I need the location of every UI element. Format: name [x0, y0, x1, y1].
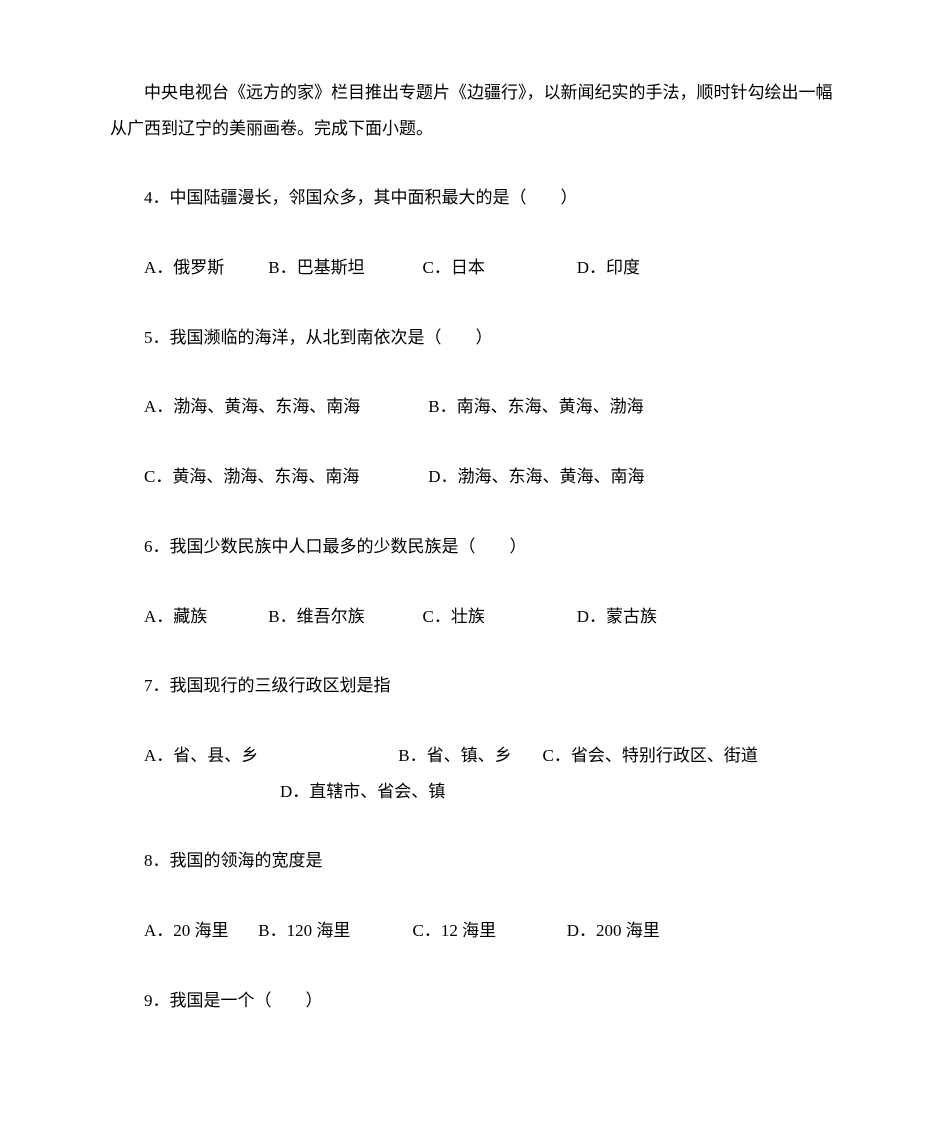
question-7-options-row1: A．省、县、乡 B．省、镇、乡 C．省会、特别行政区、街道	[144, 738, 835, 774]
q7-opt-c: C．省会、特别行政区、街道	[543, 738, 758, 774]
q7-opt-d: D．直辖市、省会、镇	[280, 774, 445, 810]
q5-opt-d: D．渤海、东海、黄海、南海	[428, 459, 644, 495]
q5-opt-a: A．渤海、黄海、东海、南海	[144, 389, 424, 425]
q6-opt-c: C．壮族	[423, 599, 573, 635]
q8-opt-c: C．12 海里	[413, 913, 563, 949]
question-9-stem: 9．我国是一个（ ）	[144, 983, 835, 1019]
q8-opt-d: D．200 海里	[567, 913, 660, 949]
q6-opt-d: D．蒙古族	[577, 599, 657, 635]
question-4-options: A．俄罗斯 B．巴基斯坦 C．日本 D．印度	[144, 250, 835, 286]
question-6-options: A．藏族 B．维吾尔族 C．壮族 D．蒙古族	[144, 599, 835, 635]
q7-opt-b: B．省、镇、乡	[398, 738, 538, 774]
q4-opt-a: A．俄罗斯	[144, 250, 264, 286]
question-6-stem: 6．我国少数民族中人口最多的少数民族是（ ）	[144, 529, 835, 565]
question-4-stem: 4．中国陆疆漫长，邻国众多，其中面积最大的是（ ）	[144, 180, 835, 216]
question-5-options-row1: A．渤海、黄海、东海、南海 B．南海、东海、黄海、渤海	[144, 389, 835, 425]
q5-opt-c: C．黄海、渤海、东海、南海	[144, 459, 424, 495]
question-7-stem: 7．我国现行的三级行政区划是指	[144, 668, 835, 704]
page: 中央电视台《远方的家》栏目推出专题片《边疆行》，以新闻纪实的手法，顺时针勾绘出一…	[0, 0, 945, 1078]
q6-opt-b: B．维吾尔族	[268, 599, 418, 635]
q8-opt-b: B．120 海里	[258, 913, 408, 949]
question-8-options: A．20 海里 B．120 海里 C．12 海里 D．200 海里	[144, 913, 835, 949]
question-8-stem: 8．我国的领海的宽度是	[144, 843, 835, 879]
intro-paragraph: 中央电视台《远方的家》栏目推出专题片《边疆行》，以新闻纪实的手法，顺时针勾绘出一…	[110, 75, 835, 146]
question-5-options-row2: C．黄海、渤海、东海、南海 D．渤海、东海、黄海、南海	[144, 459, 835, 495]
q8-opt-a: A．20 海里	[144, 913, 254, 949]
q4-opt-c: C．日本	[423, 250, 573, 286]
q4-opt-b: B．巴基斯坦	[268, 250, 418, 286]
q4-opt-d: D．印度	[577, 250, 640, 286]
q6-opt-a: A．藏族	[144, 599, 264, 635]
q7-opt-a: A．省、县、乡	[144, 738, 394, 774]
q5-opt-b: B．南海、东海、黄海、渤海	[428, 389, 643, 425]
question-7-options-row2: D．直辖市、省会、镇	[280, 774, 835, 810]
question-5-stem: 5．我国濒临的海洋，从北到南依次是（ ）	[144, 320, 835, 356]
